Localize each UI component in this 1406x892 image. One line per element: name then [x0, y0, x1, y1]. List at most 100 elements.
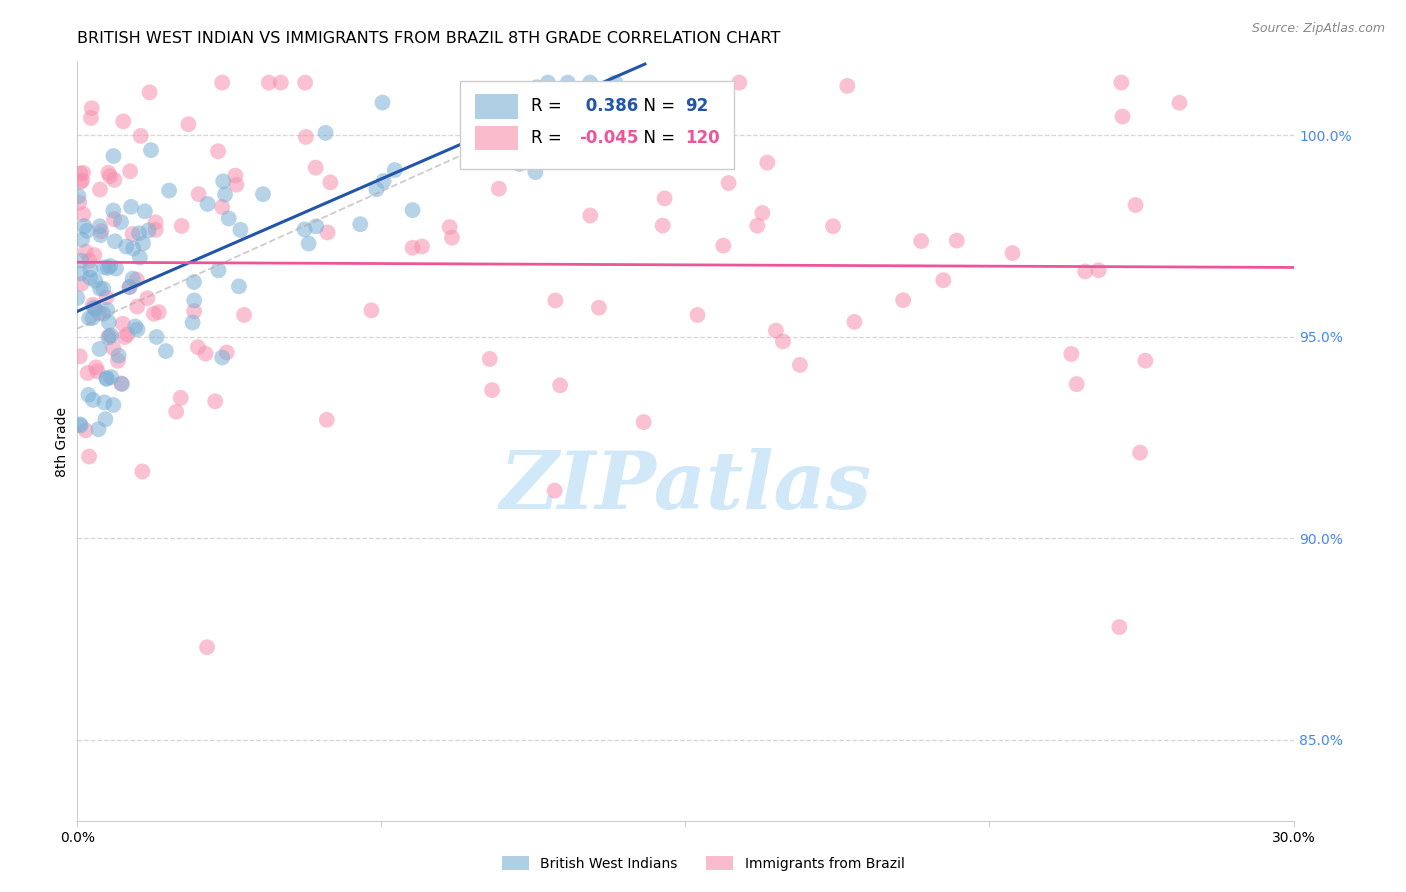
Point — [69, 166, 91, 180]
Point — [233, 308, 256, 322]
Point — [75, 244, 97, 259]
Point — [80, 101, 103, 115]
Point — [257, 76, 280, 90]
Point — [215, 345, 238, 359]
Point — [118, 280, 141, 294]
Point — [657, 89, 679, 103]
Point — [524, 165, 547, 179]
Point — [103, 203, 125, 218]
Point — [1129, 445, 1152, 459]
Point — [481, 383, 503, 397]
Text: BRITISH WEST INDIAN VS IMMIGRANTS FROM BRAZIL 8TH GRADE CORRELATION CHART: BRITISH WEST INDIAN VS IMMIGRANTS FROM B… — [77, 31, 780, 46]
Point — [772, 334, 794, 349]
Point — [588, 301, 610, 315]
Point — [195, 640, 218, 655]
Point — [69, 349, 91, 363]
Point — [183, 293, 205, 308]
Point — [373, 174, 395, 188]
Point — [932, 273, 955, 287]
Point — [121, 271, 143, 285]
Point — [72, 166, 94, 180]
Point — [349, 217, 371, 231]
Point — [1168, 95, 1191, 110]
Point — [605, 76, 627, 90]
Point — [319, 175, 342, 189]
Point — [214, 187, 236, 202]
Point — [177, 117, 200, 131]
Point — [127, 300, 149, 314]
Point — [557, 76, 579, 90]
Point — [211, 200, 233, 214]
Point — [76, 224, 98, 238]
Point — [315, 126, 337, 140]
Point — [107, 349, 129, 363]
Point — [1125, 198, 1147, 212]
Point — [138, 223, 160, 237]
Point — [165, 405, 187, 419]
Point — [94, 412, 117, 426]
Point — [124, 319, 146, 334]
Point — [96, 371, 118, 385]
Point — [411, 239, 433, 253]
Point — [475, 113, 498, 128]
Point — [132, 236, 155, 251]
Point — [100, 370, 122, 384]
Point — [98, 259, 121, 273]
Bar — [475, 95, 517, 119]
Point — [294, 76, 316, 90]
Point — [110, 215, 132, 229]
Point — [93, 307, 115, 321]
Point — [100, 328, 122, 343]
Point — [229, 223, 252, 237]
Point — [117, 327, 139, 342]
Point — [728, 76, 751, 90]
Point — [79, 270, 101, 285]
Text: R =: R = — [531, 129, 567, 147]
Text: 0.386: 0.386 — [579, 97, 638, 115]
Point — [187, 187, 209, 202]
Point — [79, 262, 101, 277]
Point — [207, 145, 229, 159]
Point — [80, 111, 103, 125]
Text: R =: R = — [531, 97, 567, 115]
Point — [207, 263, 229, 277]
Point — [155, 344, 177, 359]
Point — [548, 378, 571, 392]
Point — [69, 175, 91, 189]
Legend: British West Indians, Immigrants from Brazil: British West Indians, Immigrants from Br… — [496, 850, 910, 876]
Point — [537, 76, 560, 90]
Point — [401, 203, 423, 218]
Point — [105, 261, 128, 276]
Point — [129, 128, 152, 143]
Point — [218, 211, 240, 226]
Point — [211, 76, 233, 90]
Point — [1087, 263, 1109, 277]
Point — [76, 366, 98, 380]
Point — [134, 204, 156, 219]
Point — [103, 398, 125, 412]
Point — [439, 220, 461, 235]
Point — [128, 251, 150, 265]
Point — [91, 282, 114, 296]
Point — [295, 129, 318, 144]
Point — [70, 277, 93, 291]
Point — [125, 272, 148, 286]
Point — [128, 227, 150, 241]
Point — [305, 161, 328, 175]
Point — [1111, 110, 1133, 124]
Point — [945, 234, 967, 248]
Point — [87, 422, 110, 436]
Point — [315, 413, 337, 427]
Point — [197, 197, 219, 211]
Point — [122, 242, 145, 256]
Point — [711, 238, 734, 252]
Text: -0.045: -0.045 — [579, 129, 638, 147]
Point — [508, 157, 530, 171]
FancyBboxPatch shape — [460, 81, 734, 169]
Point — [67, 189, 90, 203]
Point — [138, 86, 160, 100]
Point — [170, 391, 193, 405]
Point — [77, 311, 100, 326]
Point — [93, 395, 115, 409]
Point — [98, 169, 121, 184]
